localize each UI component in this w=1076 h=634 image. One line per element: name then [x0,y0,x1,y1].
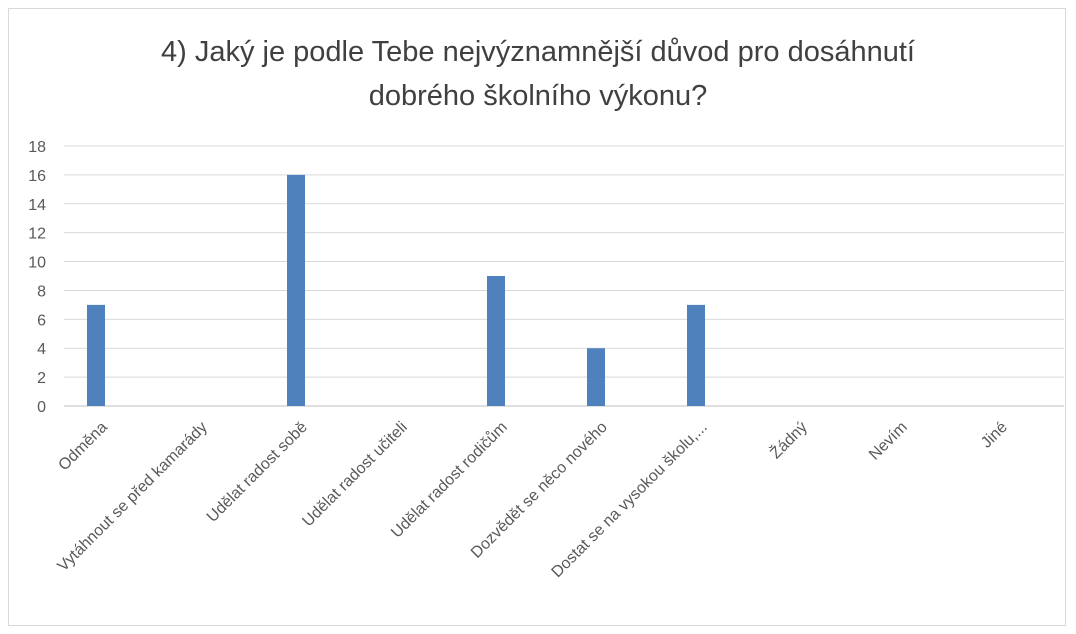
bar [687,304,705,406]
chart-title: 4) Jaký je podle Tebe nejvýznamnější dův… [0,30,1076,118]
bar [87,304,105,406]
bar [487,276,505,406]
y-tick-label: 14 [28,197,46,214]
y-tick-label: 8 [37,283,46,300]
x-tick-label: Nevím [866,419,911,464]
y-tick-label: 6 [37,312,46,329]
y-tick-label: 18 [28,139,46,156]
y-tick-label: 4 [37,341,46,358]
x-tick-label: Dostat se na vysokou školu,... [549,419,711,581]
chart-title-line-1: 4) Jaký je podle Tebe nejvýznamnější dův… [161,36,915,68]
y-tick-label: 2 [37,370,46,387]
y-tick-label: 16 [28,168,46,185]
y-tick-label: 10 [28,255,46,272]
x-tick-label: Odměna [55,419,110,474]
x-tick-label: Jiné [978,419,1011,452]
y-tick-label: 12 [28,226,46,243]
x-tick-label: Udělat radost sobě [204,419,311,526]
x-tick-label: Udělat radost rodičům [387,418,510,541]
x-tick-label: Žádný [766,417,811,462]
bar [587,348,605,406]
chart-frame [8,8,1066,626]
y-tick-label: 0 [37,399,46,416]
x-tick-label: Udělat radost učiteli [299,419,410,530]
bar [287,174,305,406]
chart-title-line-2: dobrého školního výkonu? [368,80,708,112]
